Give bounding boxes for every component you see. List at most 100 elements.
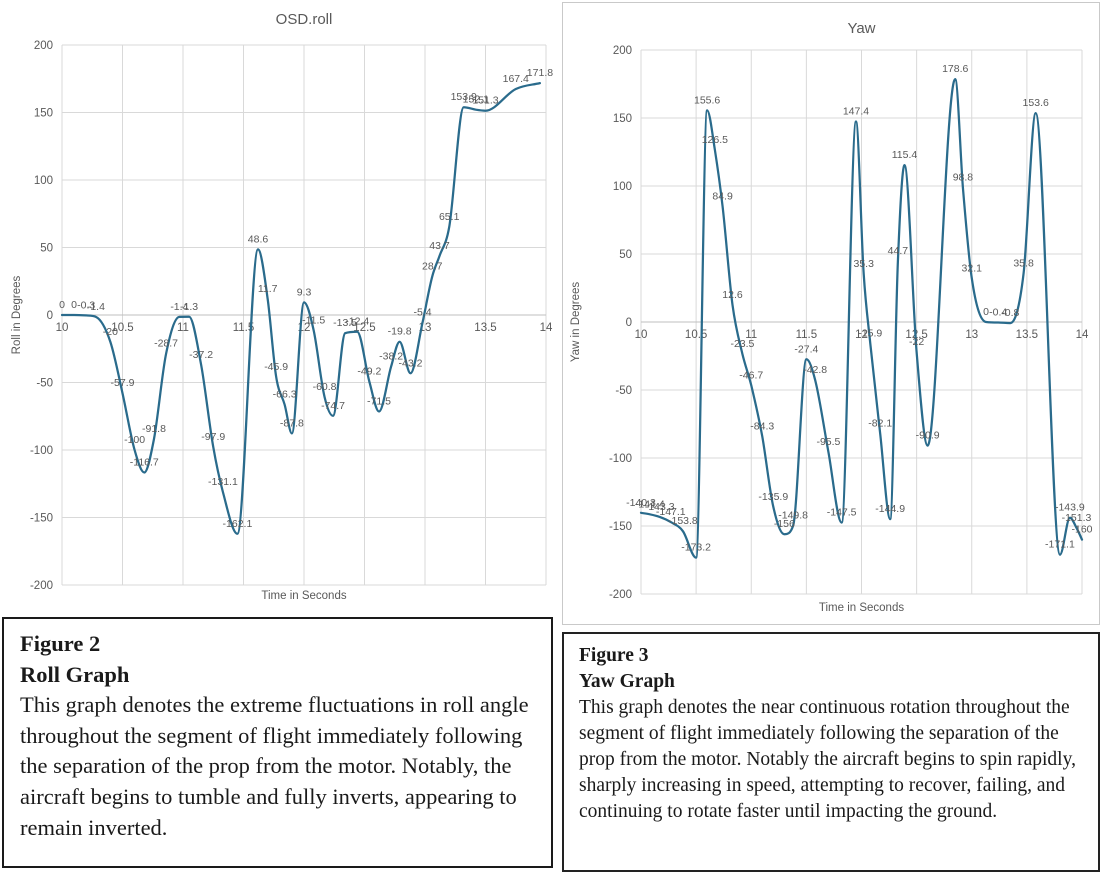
svg-text:65.1: 65.1 bbox=[439, 211, 460, 223]
svg-text:153.9: 153.9 bbox=[451, 91, 477, 103]
svg-text:-37.2: -37.2 bbox=[189, 349, 213, 361]
svg-text:-43.2: -43.2 bbox=[399, 357, 423, 369]
svg-text:-0.3: -0.3 bbox=[77, 299, 95, 311]
svg-text:-144.9: -144.9 bbox=[875, 503, 905, 515]
svg-text:-27.4: -27.4 bbox=[794, 343, 818, 355]
svg-text:-151.3: -151.3 bbox=[1062, 512, 1092, 524]
svg-text:-147.1: -147.1 bbox=[656, 506, 686, 518]
svg-text:150: 150 bbox=[613, 113, 632, 125]
svg-text:-23.5: -23.5 bbox=[730, 338, 754, 350]
svg-text:12.5: 12.5 bbox=[905, 329, 927, 341]
svg-text:-1.4: -1.4 bbox=[170, 301, 188, 313]
svg-text:-12.4: -12.4 bbox=[345, 316, 369, 328]
svg-text:28.7: 28.7 bbox=[422, 260, 443, 272]
svg-text:0: 0 bbox=[59, 299, 65, 311]
svg-text:0: 0 bbox=[47, 310, 53, 322]
svg-text:50: 50 bbox=[40, 243, 53, 255]
yaw-chart-panel: 10 10.5 11 11.5 12 12.5 13 13.5 14 200 150 100 50 0 -5… bbox=[562, 2, 1100, 625]
y-axis-title: Yaw in Degrees bbox=[570, 282, 582, 363]
svg-text:-141.4: -141.4 bbox=[635, 498, 665, 510]
svg-text:-87.8: -87.8 bbox=[280, 418, 304, 430]
svg-text:14: 14 bbox=[1076, 329, 1089, 341]
svg-text:200: 200 bbox=[613, 45, 632, 57]
svg-text:-42.8: -42.8 bbox=[803, 364, 827, 376]
svg-text:151.3: 151.3 bbox=[472, 95, 498, 107]
svg-text:-50: -50 bbox=[615, 385, 632, 397]
svg-text:-0.8: -0.8 bbox=[1001, 307, 1019, 319]
svg-text:14: 14 bbox=[540, 322, 553, 334]
svg-text:-95.5: -95.5 bbox=[816, 436, 840, 448]
svg-text:50: 50 bbox=[619, 249, 632, 261]
y-tick-labels: 200 150 100 50 0 -50 -100 -150 -200 bbox=[609, 45, 632, 601]
y-axis-title: Roll in Degrees bbox=[11, 275, 23, 354]
svg-text:-45.9: -45.9 bbox=[264, 361, 288, 373]
svg-text:11.5: 11.5 bbox=[233, 322, 255, 334]
svg-text:-150: -150 bbox=[609, 521, 632, 533]
svg-text:178.6: 178.6 bbox=[942, 63, 968, 75]
svg-text:-66.3: -66.3 bbox=[273, 389, 297, 401]
svg-text:0: 0 bbox=[983, 306, 989, 318]
svg-text:-49.2: -49.2 bbox=[357, 365, 381, 377]
svg-text:12: 12 bbox=[855, 329, 868, 341]
svg-text:171.8: 171.8 bbox=[527, 67, 553, 79]
svg-text:-160: -160 bbox=[1071, 524, 1092, 536]
svg-text:-162.1: -162.1 bbox=[223, 518, 253, 530]
figure3-title: Yaw Graph bbox=[579, 670, 675, 692]
series-line bbox=[60, 81, 542, 535]
figure3-label: Figure 3 bbox=[579, 645, 649, 666]
svg-text:-149.8: -149.8 bbox=[778, 510, 808, 522]
svg-text:0: 0 bbox=[71, 299, 77, 311]
svg-text:-60.8: -60.8 bbox=[313, 381, 337, 393]
svg-text:100: 100 bbox=[34, 175, 53, 187]
svg-text:-100: -100 bbox=[609, 453, 632, 465]
svg-text:-97.9: -97.9 bbox=[201, 431, 225, 443]
figure2-body: This graph denotes the extreme fluctuati… bbox=[20, 692, 529, 840]
svg-text:115.4: 115.4 bbox=[892, 149, 918, 161]
svg-text:12.6: 12.6 bbox=[722, 289, 743, 301]
svg-text:-11.5: -11.5 bbox=[302, 315, 325, 327]
svg-text:-153.8: -153.8 bbox=[668, 515, 698, 527]
svg-text:9.3: 9.3 bbox=[297, 286, 312, 298]
svg-text:10.5: 10.5 bbox=[685, 329, 707, 341]
svg-text:-150: -150 bbox=[30, 513, 53, 525]
svg-text:200: 200 bbox=[34, 40, 53, 52]
svg-text:-50: -50 bbox=[36, 378, 53, 390]
svg-text:-13.5: -13.5 bbox=[333, 317, 357, 329]
figure2-title: Roll Graph bbox=[20, 661, 130, 687]
svg-text:48.6: 48.6 bbox=[248, 233, 269, 245]
svg-text:-38.2: -38.2 bbox=[379, 351, 403, 363]
svg-text:44.7: 44.7 bbox=[888, 245, 909, 257]
svg-text:167.4: 167.4 bbox=[503, 73, 529, 85]
svg-text:-200: -200 bbox=[609, 589, 632, 601]
figure3-caption-box: Figure 3 Yaw Graph This graph denotes th… bbox=[562, 632, 1100, 872]
chart-title: OSD.roll bbox=[276, 11, 333, 28]
series-line bbox=[639, 77, 1084, 559]
svg-text:-116.7: -116.7 bbox=[130, 457, 159, 469]
svg-text:-1.4: -1.4 bbox=[87, 301, 105, 313]
roll-chart-panel: 10 10.5 11 11.5 12 12.5 13 13.5 14 200 150 100 50 0 -5… bbox=[0, 0, 556, 614]
svg-text:-20: -20 bbox=[103, 326, 118, 338]
svg-text:-143.9: -143.9 bbox=[1055, 502, 1085, 514]
svg-text:-1.3: -1.3 bbox=[180, 301, 198, 313]
svg-text:100: 100 bbox=[613, 181, 632, 193]
data-labels: -140.3-141.4-143.3-147.1-153.8 -173.2 155.… bbox=[626, 63, 1093, 553]
figure2-caption-box: Figure 2 Roll Graph This graph denotes t… bbox=[2, 617, 553, 868]
x-axis-title: Time in Seconds bbox=[261, 590, 346, 602]
svg-text:-135.9: -135.9 bbox=[758, 491, 788, 503]
svg-text:11: 11 bbox=[745, 329, 757, 341]
svg-text:-100: -100 bbox=[30, 445, 53, 457]
svg-text:-28.7: -28.7 bbox=[154, 338, 178, 350]
svg-text:155.6: 155.6 bbox=[694, 94, 720, 106]
figure2-label: Figure 2 bbox=[20, 631, 101, 656]
y-tick-labels: 200 150 100 50 0 -50 -100 -150 -200 bbox=[30, 40, 53, 592]
svg-text:-143.3: -143.3 bbox=[645, 501, 675, 513]
svg-text:35.8: 35.8 bbox=[1013, 257, 1034, 269]
svg-text:-131.1: -131.1 bbox=[208, 476, 238, 488]
svg-text:152.1: 152.1 bbox=[463, 94, 489, 106]
svg-text:150: 150 bbox=[34, 108, 53, 120]
svg-text:0: 0 bbox=[626, 317, 632, 329]
svg-text:-173.2: -173.2 bbox=[681, 542, 711, 554]
svg-text:12.5: 12.5 bbox=[353, 322, 375, 334]
svg-text:13.5: 13.5 bbox=[1016, 329, 1038, 341]
svg-text:10.5: 10.5 bbox=[111, 322, 133, 334]
